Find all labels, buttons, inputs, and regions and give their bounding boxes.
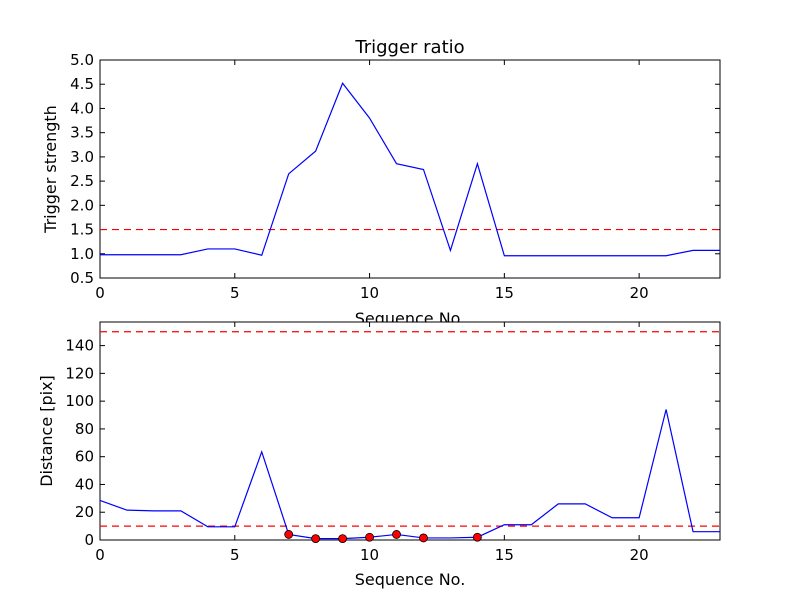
chart1-xtick-label: 0 [95, 284, 105, 302]
chart2-ytick-label: 60 [75, 448, 94, 466]
chart1-title: Trigger ratio [354, 37, 464, 58]
chart1-frame [99, 59, 721, 279]
chart1-ytick-label: 2.0 [70, 196, 94, 214]
chart2-ytick-label: 80 [75, 420, 94, 438]
chart1-ytick-label: 3.5 [70, 124, 94, 142]
chart1-ytick-label: 4.0 [70, 99, 94, 117]
chart2-frame [99, 321, 721, 541]
chart1-ytick-label: 2.5 [70, 172, 94, 190]
chart1-ytick-label: 4.5 [70, 75, 94, 93]
chart2-point-marker [392, 530, 401, 539]
chart1-xtick-label: 15 [495, 284, 514, 302]
chart1-xtick-label: 20 [630, 284, 649, 302]
chart2-ytick-label: 0 [84, 531, 94, 549]
chart1-ytick-label: 1.0 [70, 245, 94, 263]
chart2-ytick-label: 20 [75, 503, 94, 521]
chart2-xtick-label: 0 [95, 546, 105, 564]
chart2-xtick-label: 15 [495, 546, 514, 564]
chart1-ytick-label: 5.0 [70, 51, 94, 69]
chart1-ylabel: Trigger strength [41, 105, 60, 234]
chart1-plot-area: 0 5 10 15 20 0.5 1.0 1.5 2.0 2.5 3.0 3.5 4.0 4.5 5.0 [70, 51, 721, 302]
chart2-ytick-label: 40 [75, 475, 94, 493]
chart2-point-marker [338, 534, 348, 544]
chart2-xtick-label: 20 [630, 546, 649, 564]
chart2-ylabel: Distance [pix] [37, 375, 56, 487]
chart2-ytick-label: 120 [65, 364, 94, 382]
chart2-point-marker [284, 530, 294, 539]
chart2-series-line [99, 409, 720, 540]
chart2-point-marker [311, 534, 321, 544]
chart2-point-marker [419, 533, 428, 543]
chart2-xtick-label: 5 [230, 546, 240, 564]
chart2-xlabel: Sequence No. [355, 570, 466, 589]
chart1-ytick-label: 0.5 [70, 269, 94, 287]
chart2-point-marker [472, 532, 482, 542]
chart1-xtick-label: 5 [230, 284, 240, 302]
chart2-plot-area: 0 5 10 15 20 0 20 40 60 80 100 120 140 [65, 321, 721, 564]
chart2-point-marker [365, 532, 374, 542]
chart1-ytick-label: 1.5 [70, 221, 94, 239]
chart2-ytick-label: 100 [65, 392, 94, 410]
chart2-xtick-label: 10 [360, 546, 379, 564]
chart2-ytick-label: 140 [65, 337, 94, 355]
chart1-series-line [100, 82, 720, 257]
chart1-ytick-label: 3.0 [70, 148, 94, 166]
chart1-xtick-label: 10 [360, 284, 379, 302]
